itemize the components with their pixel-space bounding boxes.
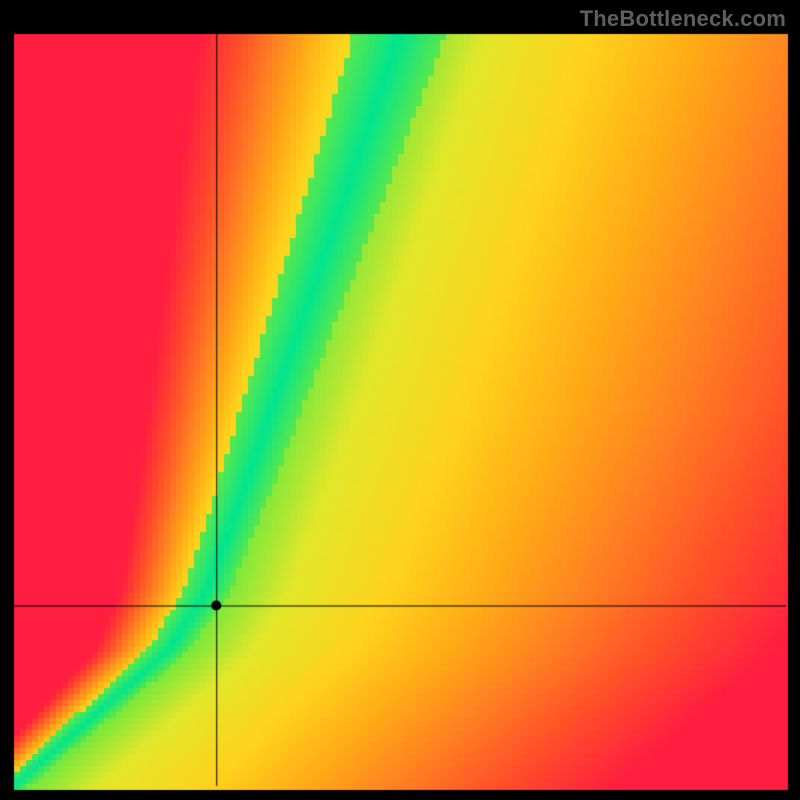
watermark-text: TheBottleneck.com [580,6,786,32]
heatmap-canvas [0,0,800,800]
chart-container: { "watermark": { "text": "TheBottleneck.… [0,0,800,800]
